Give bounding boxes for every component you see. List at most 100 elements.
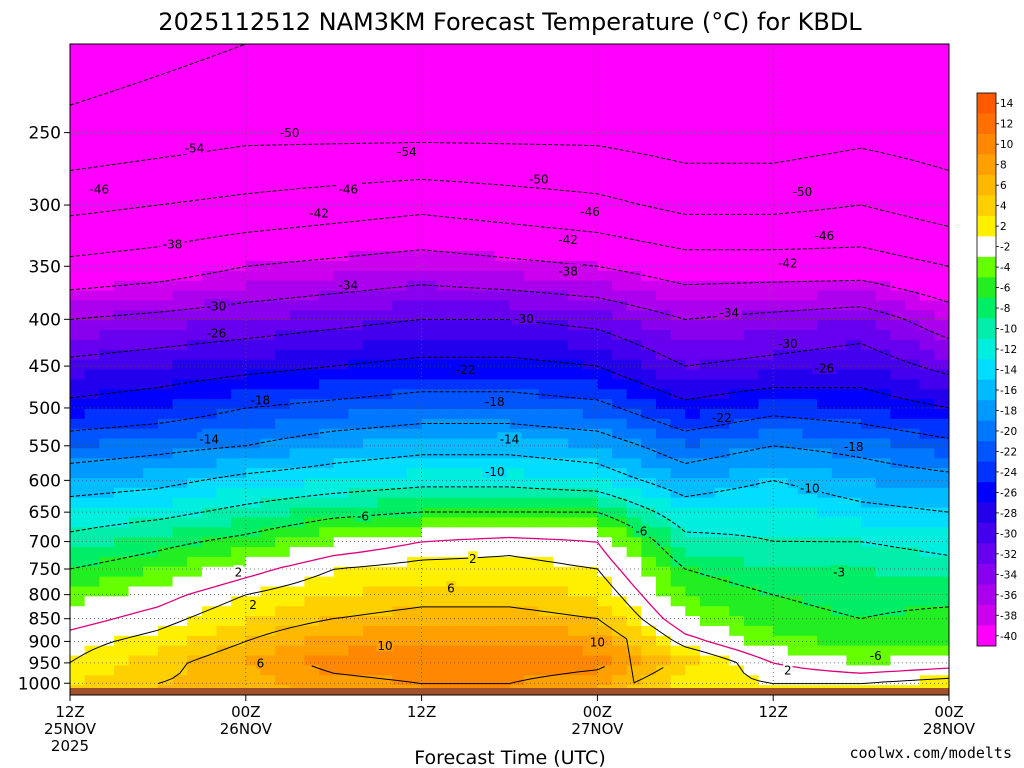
temperature-cell xyxy=(450,122,467,134)
temperature-cell xyxy=(802,211,818,223)
temperature-cell xyxy=(84,103,100,114)
temperature-cell xyxy=(714,339,730,351)
temperature-cell xyxy=(831,507,848,519)
temperature-cell xyxy=(890,556,906,568)
temperature-cell xyxy=(275,537,291,548)
temperature-cell xyxy=(934,349,949,361)
contour-label-bg xyxy=(87,181,112,195)
temperature-cell xyxy=(480,191,496,203)
temperature-cell xyxy=(275,339,291,351)
temperature-cell xyxy=(113,379,130,390)
temperature-cell xyxy=(685,113,701,124)
temperature-cell xyxy=(377,191,393,203)
temperature-cell xyxy=(84,399,100,410)
temperature-cell xyxy=(260,241,276,252)
temperature-cell xyxy=(113,675,130,686)
temperature-cell xyxy=(70,290,86,302)
temperature-cell xyxy=(260,655,276,667)
temperature-cell xyxy=(480,586,496,597)
temperature-cell xyxy=(509,408,525,420)
temperature-cell xyxy=(201,113,218,124)
temperature-cell xyxy=(260,635,276,647)
temperature-cell xyxy=(70,122,86,134)
temperature-cell xyxy=(319,645,335,657)
temperature-cell xyxy=(582,221,598,233)
temperature-cell xyxy=(216,665,232,676)
temperature-cell xyxy=(84,576,100,588)
temperature-cell xyxy=(831,606,848,617)
temperature-cell xyxy=(436,547,452,558)
temperature-cell xyxy=(480,478,496,489)
temperature-cell xyxy=(743,438,760,450)
temperature-cell xyxy=(319,448,335,459)
temperature-cell xyxy=(612,132,628,144)
temperature-cell xyxy=(846,478,862,489)
temperature-cell xyxy=(699,606,716,617)
temperature-cell xyxy=(406,93,423,104)
temperature-cell xyxy=(436,379,452,390)
temperature-cell xyxy=(201,280,218,292)
temperature-cell xyxy=(406,665,423,676)
contour-label-bg xyxy=(197,432,222,446)
temperature-cell xyxy=(861,389,877,400)
temperature-cell xyxy=(919,576,935,588)
temperature-cell xyxy=(626,408,642,420)
temperature-cell xyxy=(275,330,291,341)
temperature-cell xyxy=(187,645,203,657)
temperature-cell xyxy=(333,625,349,637)
temperature-cell xyxy=(494,132,511,144)
temperature-cell xyxy=(597,596,613,607)
temperature-cell xyxy=(289,487,305,499)
temperature-cell xyxy=(333,468,349,479)
temperature-cell xyxy=(201,221,218,233)
temperature-cell xyxy=(143,221,159,233)
temperature-cell xyxy=(553,606,569,617)
temperature-cell xyxy=(699,616,716,627)
temperature-cell xyxy=(99,379,115,390)
temperature-cell xyxy=(685,468,701,479)
temperature-cell xyxy=(597,63,613,75)
temperature-cell xyxy=(275,142,291,154)
temperature-cell xyxy=(275,458,291,469)
temperature-cell xyxy=(714,162,730,173)
colorbar-swatch xyxy=(977,379,996,401)
temperature-cell xyxy=(113,606,130,617)
temperature-cell xyxy=(201,142,218,154)
temperature-cell xyxy=(421,221,437,233)
temperature-cell xyxy=(890,201,906,213)
temperature-cell xyxy=(450,280,467,292)
temperature-cell xyxy=(260,211,276,223)
temperature-cell xyxy=(245,152,262,163)
temperature-cell xyxy=(861,448,877,459)
contour-label: -22 xyxy=(456,363,476,377)
temperature-cell xyxy=(143,497,159,509)
temperature-cell xyxy=(480,73,496,85)
temperature-cell xyxy=(143,191,159,203)
temperature-cell xyxy=(743,53,760,65)
temperature-cell xyxy=(861,300,877,311)
temperature-cell xyxy=(436,211,452,223)
temperature-cell xyxy=(289,300,305,311)
temperature-cell xyxy=(494,616,511,627)
temperature-cell xyxy=(787,290,804,302)
temperature-cell xyxy=(436,675,452,686)
temperature-cell xyxy=(524,428,540,440)
temperature-cell xyxy=(450,113,467,124)
temperature-cell xyxy=(934,44,949,55)
temperature-cell xyxy=(714,221,730,233)
temperature-cell xyxy=(348,399,364,410)
temperature-cell xyxy=(406,162,423,173)
temperature-cell xyxy=(861,280,877,292)
temperature-cell xyxy=(831,231,848,242)
temperature-cell xyxy=(187,310,203,321)
temperature-cell xyxy=(538,468,555,479)
temperature-cell xyxy=(524,63,540,75)
temperature-cell xyxy=(773,191,789,203)
temperature-cell xyxy=(656,261,672,272)
temperature-cell xyxy=(289,438,305,450)
temperature-cell xyxy=(714,468,730,479)
temperature-cell xyxy=(553,625,569,637)
contour-label-bg xyxy=(512,311,537,325)
temperature-cell xyxy=(509,478,525,489)
temperature-cell xyxy=(70,408,86,420)
